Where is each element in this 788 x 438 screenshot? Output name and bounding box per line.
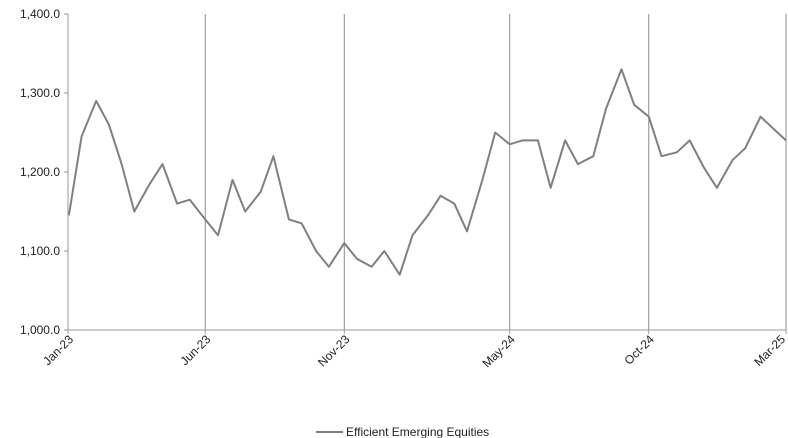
x-tick-label: Nov-23: [315, 332, 352, 369]
series-line-efficient-emerging-equities: [67, 68, 787, 276]
y-tick-label: 1,100.0: [20, 244, 60, 258]
x-tick-label: Jan-23: [40, 332, 76, 368]
x-tick-label: Mar-25: [751, 332, 788, 369]
y-tick-label: 1,000.0: [20, 323, 60, 337]
y-tick-labels: 1,000.0 1,100.0 1,200.0 1,300.0 1,400.0: [20, 7, 68, 337]
vertical-gridlines: [204, 14, 787, 330]
x-tick-label: Oct-24: [622, 332, 658, 368]
legend: Efficient Emerging Equities: [316, 425, 489, 438]
y-tick-label: 1,300.0: [20, 86, 60, 100]
x-tick-label: May-24: [480, 332, 518, 370]
legend-label: Efficient Emerging Equities: [346, 425, 489, 438]
x-tick-label: Jun-23: [178, 332, 214, 368]
y-tick-label: 1,200.0: [20, 165, 60, 179]
x-tick-labels: Jan-23 Jun-23 Nov-23 May-24 Oct-24 Mar-25: [40, 330, 788, 370]
y-tick-label: 1,400.0: [20, 7, 60, 21]
